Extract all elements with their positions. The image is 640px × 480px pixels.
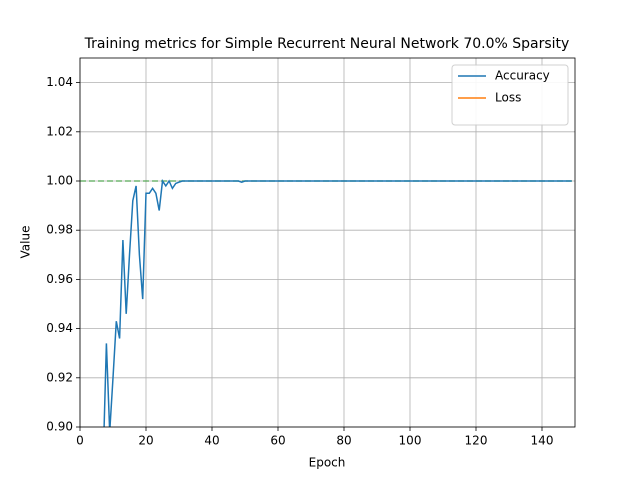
axes-frame <box>79 57 576 428</box>
y-tick-label: 0.98 <box>46 223 73 237</box>
x-axis-label: Epoch <box>309 456 346 470</box>
x-tick-label: 40 <box>204 434 219 448</box>
chart-title: Training metrics for Simple Recurrent Ne… <box>84 36 570 52</box>
x-tick-label: 120 <box>465 434 488 448</box>
legend-label: Loss <box>495 91 521 105</box>
y-tick-label: 0.92 <box>46 370 73 384</box>
legend-label: Accuracy <box>495 69 550 83</box>
legend-box <box>451 64 569 126</box>
y-tick-label: 1.04 <box>46 75 73 89</box>
y-tick-label: 0.90 <box>46 420 73 434</box>
y-tick-label: 0.94 <box>46 321 73 335</box>
x-tick-label: 80 <box>336 434 351 448</box>
x-tick-label: 20 <box>138 434 153 448</box>
legend: Accuracy Loss <box>451 64 569 126</box>
ticks: 0 20 40 60 80 100 120 140 0.90 0.92 0.94 0.96 0.98 1.… <box>46 75 553 447</box>
x-tick-label: 60 <box>270 434 285 448</box>
x-tick-label: 100 <box>399 434 422 448</box>
x-tick-label: 0 <box>76 434 84 448</box>
plot-area <box>80 178 575 427</box>
y-axis-label: Value <box>19 226 33 259</box>
y-tick-label: 0.96 <box>46 272 73 286</box>
series-line <box>103 178 572 427</box>
y-tick-label: 1.00 <box>46 174 73 188</box>
x-tick-label: 140 <box>531 434 554 448</box>
y-tick-label: 1.02 <box>46 124 73 138</box>
